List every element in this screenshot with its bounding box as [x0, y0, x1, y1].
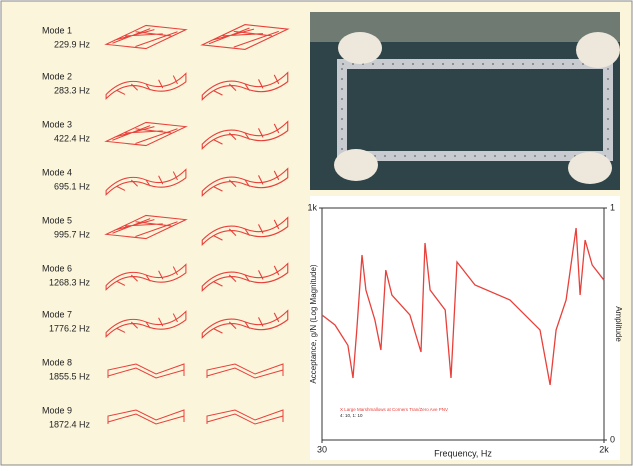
annotation: X Large Marshmallows at Corners Tran/Zer… — [340, 407, 448, 412]
mode-frequency: 422.4 Hz — [54, 133, 91, 143]
mode-label: Mode 3 — [42, 119, 72, 129]
y2-tick-label: 0 — [610, 434, 615, 444]
y2-tick-label: 1 — [610, 202, 615, 212]
mode-label: Mode 8 — [42, 357, 72, 367]
photo — [310, 12, 620, 190]
mode-label: Mode 9 — [42, 405, 72, 415]
figure: Mode 1 229.9 Hz Mode 2 283.3 Hz Mode 3 422.4 … — [0, 0, 633, 466]
y2-axis-label: Amplitude — [614, 306, 623, 342]
mode-label: Mode 5 — [42, 215, 72, 225]
mode-frequency: 283.3 Hz — [54, 85, 91, 95]
x-tick-label: 2k — [599, 444, 609, 454]
mode-frequency: 1855.5 Hz — [49, 371, 91, 381]
mode-label: Mode 7 — [42, 309, 72, 319]
mode-frequency: 1776.2 Hz — [49, 323, 91, 333]
mode-frequency: 1872.4 Hz — [49, 419, 91, 429]
mode-frequency: 229.9 Hz — [54, 39, 91, 49]
x-tick-label: 30 — [317, 444, 327, 454]
mode-frequency: 1268.3 Hz — [49, 277, 91, 287]
mode-label: Mode 4 — [42, 167, 72, 177]
y-tick-label: 1k — [307, 202, 317, 212]
x-axis-label: Frequency, Hz — [434, 448, 492, 458]
mode-frequency: 695.1 Hz — [54, 181, 91, 191]
mode-label: Mode 6 — [42, 263, 72, 273]
mode-label: Mode 2 — [42, 71, 72, 81]
annotation: 4: 10, 1: 10 — [340, 413, 363, 418]
mode-frequency: 995.7 Hz — [54, 229, 91, 239]
mode-label: Mode 1 — [42, 25, 72, 35]
y-axis-label: Acceptance, g/N (Log Magnitude) — [309, 264, 318, 384]
